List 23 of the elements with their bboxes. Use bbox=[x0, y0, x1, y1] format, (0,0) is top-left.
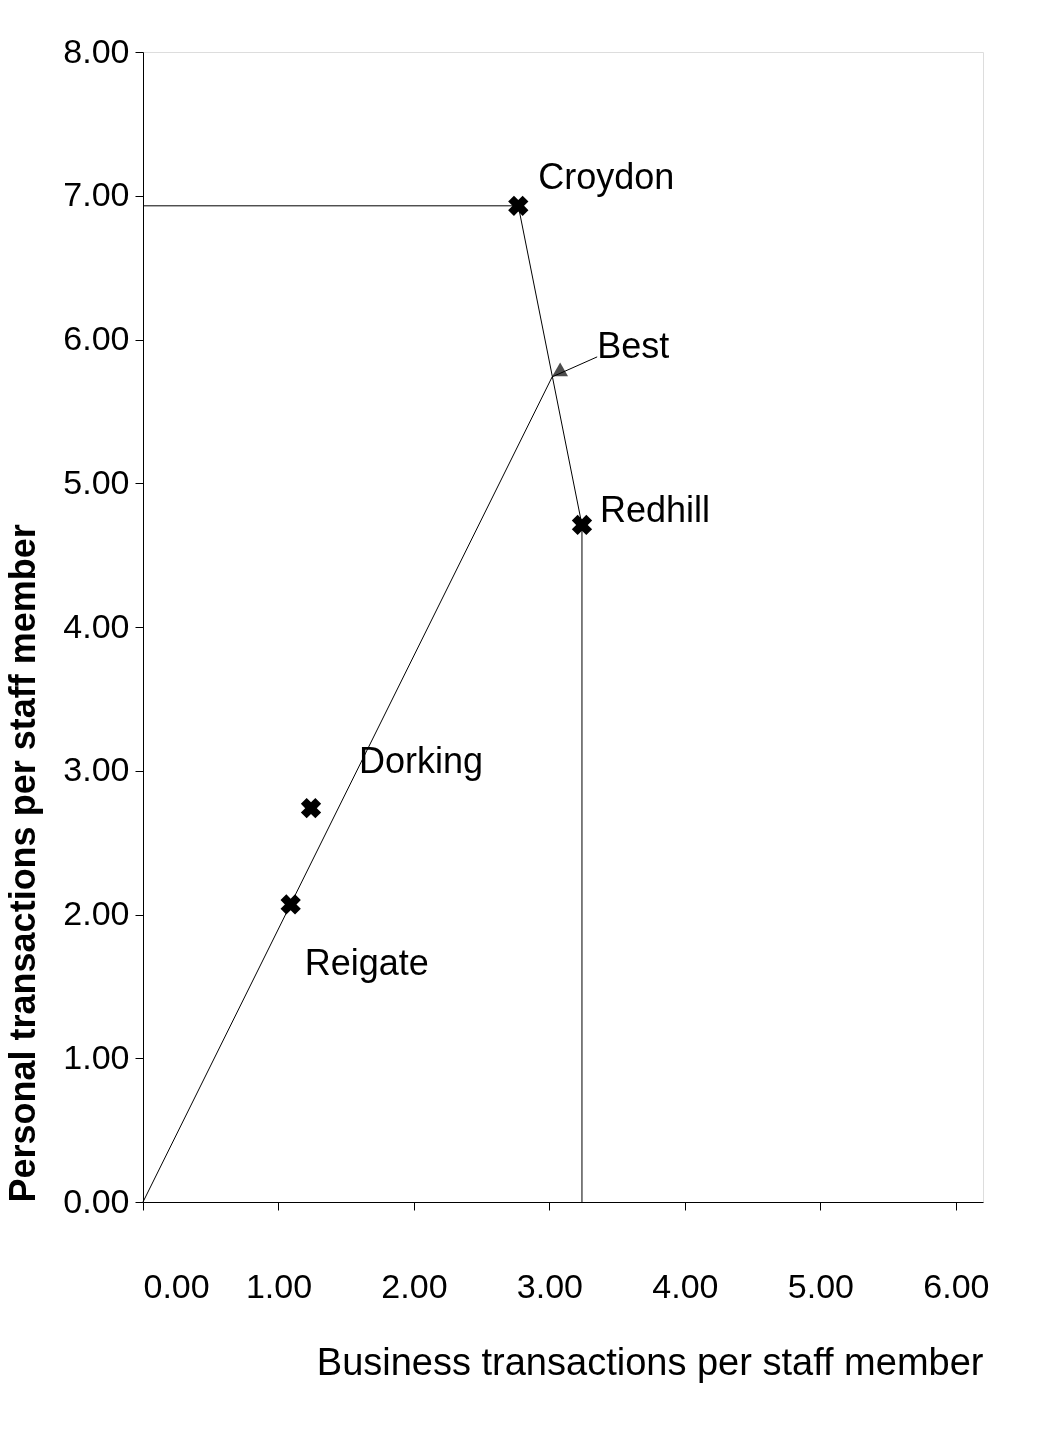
x-tick-label: 1.00 bbox=[245, 1266, 313, 1305]
y-axis-title: Personal transactions per staff member bbox=[2, 524, 44, 1203]
y-tick-label: 3.00 bbox=[63, 750, 130, 789]
y-tick-label: 8.00 bbox=[63, 31, 130, 70]
annotation: Best bbox=[597, 324, 670, 366]
x-axis-title: Business transactions per staff member bbox=[316, 1340, 984, 1383]
y-tick-label: 7.00 bbox=[63, 175, 130, 214]
y-tick-label: 4.00 bbox=[63, 606, 130, 645]
x-tick-label: 2.00 bbox=[381, 1266, 448, 1305]
y-tick-label: 6.00 bbox=[63, 319, 130, 357]
x-tick-label: 3.00 bbox=[516, 1266, 584, 1305]
y-tick-label: 0.00 bbox=[63, 1181, 130, 1220]
annotation: Reigate bbox=[304, 942, 429, 984]
x-tick-label: 6.00 bbox=[923, 1266, 990, 1305]
y-tick-label: 1.00 bbox=[63, 1037, 130, 1076]
annotation: Croydon bbox=[538, 155, 675, 197]
x-tick-label: 0.00 bbox=[143, 1266, 210, 1305]
y-tick-label: 2.00 bbox=[63, 894, 130, 932]
x-tick-label: 5.00 bbox=[787, 1266, 855, 1305]
y-tick-label: 5.00 bbox=[63, 462, 130, 501]
annotation: Redhill bbox=[599, 488, 711, 530]
x-tick-label: 4.00 bbox=[652, 1266, 719, 1305]
annotation: Dorking bbox=[359, 740, 484, 782]
